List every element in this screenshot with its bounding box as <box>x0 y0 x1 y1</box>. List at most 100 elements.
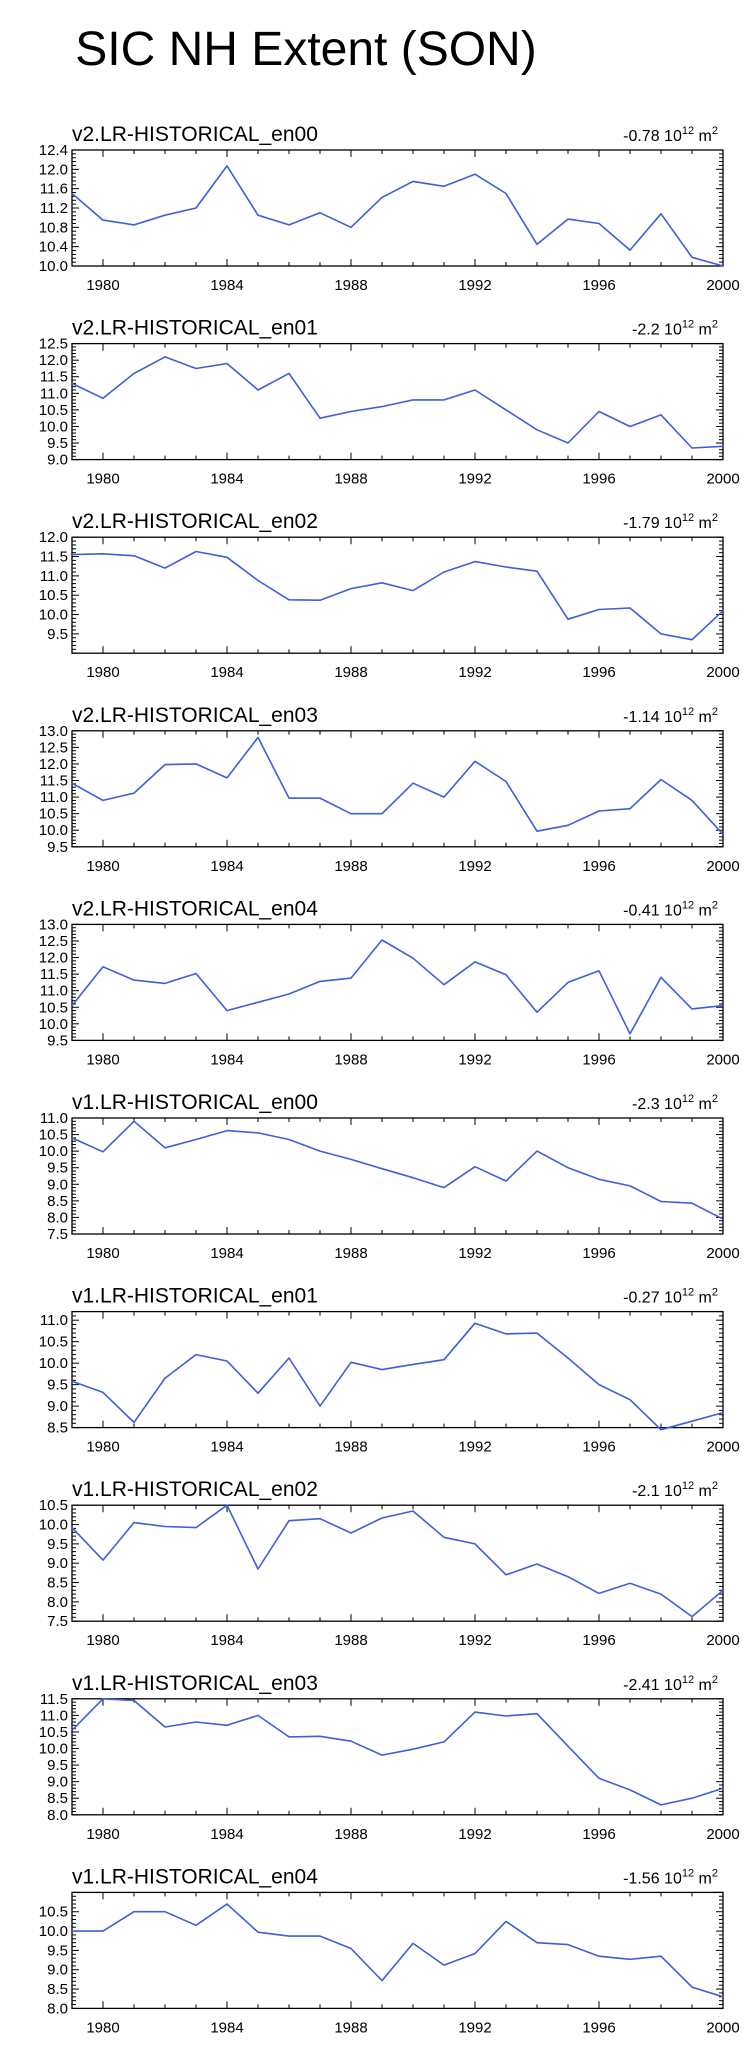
x-tick-label: 1992 <box>458 1245 491 1262</box>
y-tick-label: 9.0 <box>47 452 68 469</box>
y-tick-label: 12.4 <box>39 142 68 159</box>
y-tick-label: 8.5 <box>47 1420 68 1437</box>
x-tick-label: 1980 <box>86 471 119 488</box>
panel-title: v1.LR-HISTORICAL_en02 <box>72 1478 318 1501</box>
x-tick-label: 1980 <box>86 1051 119 1068</box>
y-tick-label: 8.5 <box>47 1790 68 1807</box>
x-tick-label: 1984 <box>210 664 243 681</box>
x-tick-label: 2000 <box>706 2019 739 2036</box>
panel-title: v1.LR-HISTORICAL_en00 <box>72 1091 318 1114</box>
trend-label: -2.2 1012 m2 <box>632 319 718 339</box>
x-tick-label: 1984 <box>210 1245 243 1262</box>
panel-title: v1.LR-HISTORICAL_en04 <box>72 1865 318 1888</box>
panel-title: v1.LR-HISTORICAL_en03 <box>72 1672 318 1695</box>
chart-panel-9: v1.LR-HISTORICAL_en04 -1.56 1012 m2 8.0 8.5… <box>39 1865 740 2036</box>
series-line <box>71 1120 724 1220</box>
y-tick-label: 11.0 <box>40 1110 68 1127</box>
series-line <box>71 165 724 267</box>
panel-title: v2.LR-HISTORICAL_en04 <box>72 897 318 920</box>
y-tick-label: 9.5 <box>47 1757 68 1774</box>
y-tick-label: 9.5 <box>47 839 68 856</box>
y-tick-label: 9.5 <box>47 435 68 452</box>
chart-panel-7: v1.LR-HISTORICAL_en02 -2.1 1012 m2 7.5 8.0 8… <box>39 1478 740 1649</box>
y-tick-label: 11.2 <box>40 200 68 217</box>
panel-title: v2.LR-HISTORICAL_en00 <box>72 123 318 146</box>
x-tick-label: 2000 <box>706 664 739 681</box>
y-tick-label: 9.0 <box>47 1398 68 1415</box>
x-tick-label: 2000 <box>706 858 739 875</box>
plot-frame <box>71 1698 724 1816</box>
y-tick-label: 8.5 <box>47 1193 68 1210</box>
x-tick-label: 2000 <box>706 471 739 488</box>
plot-frame <box>71 1117 724 1235</box>
y-tick-label: 8.0 <box>47 1594 68 1611</box>
x-tick-label: 1980 <box>86 1826 119 1843</box>
y-tick-label: 9.0 <box>47 1176 68 1193</box>
series-line <box>71 1322 724 1431</box>
y-tick-label: 10.5 <box>39 1334 68 1351</box>
x-tick-label: 1980 <box>86 1439 119 1456</box>
y-tick-label: 10.0 <box>39 1741 68 1758</box>
x-tick-label: 1996 <box>582 1439 615 1456</box>
y-tick-label: 11.0 <box>40 568 68 585</box>
y-tick-label: 7.5 <box>47 1226 68 1243</box>
x-tick-label: 1988 <box>334 1051 367 1068</box>
x-tick-label: 1992 <box>458 1439 491 1456</box>
chart-panel-3: v2.LR-HISTORICAL_en03 -1.14 1012 m29.510.… <box>39 704 740 875</box>
series-line <box>72 1903 724 1998</box>
x-tick-label: 1988 <box>334 1439 367 1456</box>
x-tick-label: 1992 <box>458 1632 491 1649</box>
y-tick-label: 10.0 <box>39 607 68 624</box>
series-line <box>71 1504 724 1618</box>
x-tick-label: 1996 <box>582 2019 615 2036</box>
y-tick-label: 10.4 <box>39 239 68 256</box>
y-tick-label: 11.6 <box>40 181 68 198</box>
x-tick-label: 1996 <box>582 471 615 488</box>
x-tick-label: 1992 <box>458 2019 491 2036</box>
y-tick-label: 10.0 <box>39 1355 68 1372</box>
y-tick-label: 10.5 <box>39 1127 68 1144</box>
x-tick-label: 1992 <box>458 1051 491 1068</box>
x-tick-label: 1984 <box>210 1632 243 1649</box>
x-tick-label: 1996 <box>582 858 615 875</box>
y-tick-label: 8.5 <box>47 1575 68 1592</box>
chart-panel-6: v1.LR-HISTORICAL_en01 -0.27 1012 m2 8.5 9.0… <box>39 1285 740 1456</box>
y-tick-label: 10.0 <box>39 822 68 839</box>
x-tick-label: 1992 <box>458 858 491 875</box>
y-tick-label: 11.5 <box>40 966 68 983</box>
plot-frame <box>71 1891 724 2010</box>
y-tick-label: 10.0 <box>39 1517 68 1534</box>
y-tick-label: 9.5 <box>47 626 68 643</box>
series-line <box>71 356 724 449</box>
x-tick-label: 1980 <box>86 2019 119 2036</box>
y-tick-label: 10.0 <box>39 418 68 435</box>
x-tick-label: 1996 <box>582 1632 615 1649</box>
y-tick-label: 8.0 <box>47 1209 68 1226</box>
y-tick-label: 11.5 <box>40 773 68 790</box>
y-tick-label: 9.5 <box>47 1942 68 1959</box>
x-tick-label: 1988 <box>334 664 367 681</box>
y-tick-label: 11.0 <box>40 983 68 1000</box>
chart-panel-4: v2.LR-HISTORICAL_en04 -0.41 1012 m29.510.… <box>39 897 740 1068</box>
y-tick-label: 11.5 <box>40 369 68 386</box>
plot-frame <box>71 923 724 1042</box>
x-tick-label: 1996 <box>582 1245 615 1262</box>
chart-panel-0: v2.LR-HISTORICAL_en00 -0.78 1012 m2 10.0 10… <box>39 123 740 294</box>
y-tick-label: 9.5 <box>47 1160 68 1177</box>
chart-panel-5: v1.LR-HISTORICAL_en00 -2.3 1012 m2 7.58.08… <box>39 1091 740 1262</box>
y-tick-label: 10.0 <box>39 258 68 275</box>
x-tick-label: 1980 <box>86 1245 119 1262</box>
x-tick-label: 1988 <box>334 1632 367 1649</box>
y-tick-label: 9.0 <box>47 1555 68 1572</box>
x-tick-label: 1988 <box>334 858 367 875</box>
series-line <box>71 550 724 641</box>
x-tick-label: 1988 <box>334 471 367 488</box>
x-tick-label: 1992 <box>458 664 491 681</box>
x-tick-label: 1988 <box>334 1826 367 1843</box>
plot-frame <box>71 1504 724 1622</box>
y-tick-label: 12.0 <box>39 950 68 967</box>
x-tick-label: 1984 <box>210 471 243 488</box>
x-tick-label: 2000 <box>706 1245 739 1262</box>
x-tick-label: 1988 <box>334 1245 367 1262</box>
